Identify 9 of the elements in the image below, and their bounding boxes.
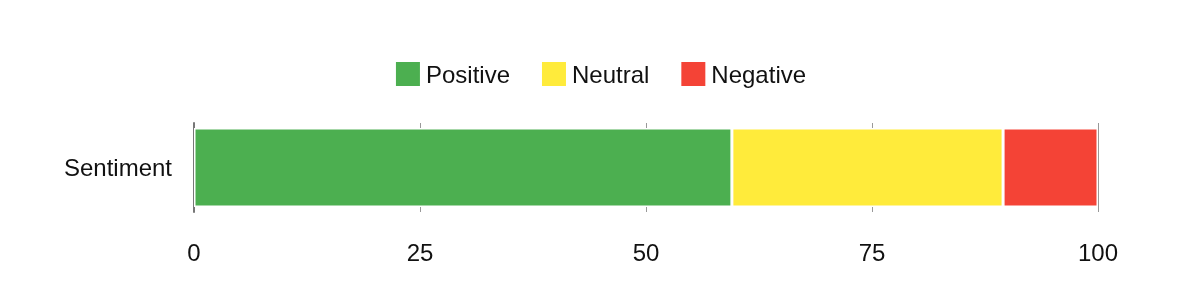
legend-label: Neutral bbox=[571, 60, 650, 88]
y-tick-label: Sentiment bbox=[63, 154, 173, 181]
x-tick-label: 0 bbox=[187, 238, 201, 266]
legend-label: Positive bbox=[425, 60, 510, 88]
x-tick-label: 75 bbox=[858, 238, 886, 266]
x-tick-label: 50 bbox=[632, 238, 660, 266]
x-tick-label: 100 bbox=[1077, 238, 1119, 266]
x-tick-label: 25 bbox=[406, 238, 434, 266]
legend-label: Negative bbox=[711, 60, 807, 88]
